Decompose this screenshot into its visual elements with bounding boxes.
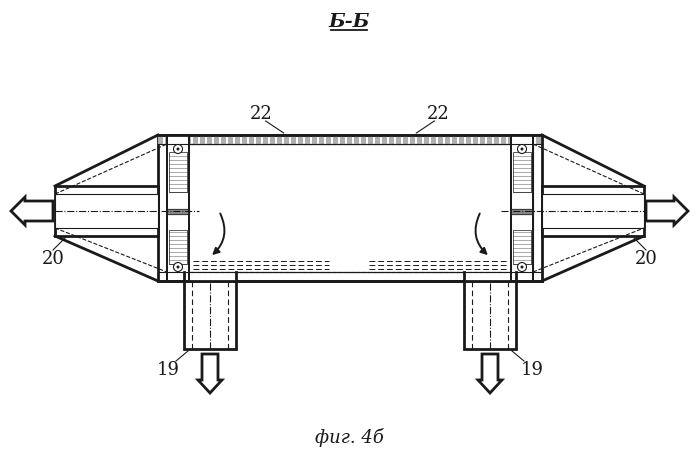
Text: 19: 19 bbox=[521, 360, 544, 378]
Circle shape bbox=[173, 145, 182, 154]
Circle shape bbox=[517, 145, 526, 154]
Text: 19: 19 bbox=[157, 360, 180, 378]
Circle shape bbox=[521, 266, 524, 269]
Circle shape bbox=[177, 148, 180, 151]
Text: 22: 22 bbox=[427, 105, 449, 123]
Text: 20: 20 bbox=[635, 250, 658, 268]
Text: Б-Б: Б-Б bbox=[329, 13, 370, 31]
FancyArrow shape bbox=[11, 198, 53, 225]
Text: 20: 20 bbox=[41, 250, 64, 268]
Bar bbox=[55, 187, 158, 237]
Bar bbox=[167, 136, 189, 282]
Bar bbox=[55, 194, 158, 229]
FancyArrow shape bbox=[478, 354, 502, 393]
Circle shape bbox=[173, 263, 182, 272]
Circle shape bbox=[517, 263, 526, 272]
Bar bbox=[464, 282, 516, 349]
FancyArrow shape bbox=[198, 354, 222, 393]
Bar bbox=[169, 153, 187, 193]
Bar bbox=[513, 153, 531, 193]
Text: фиг. 4б: фиг. 4б bbox=[315, 427, 384, 446]
Text: 22: 22 bbox=[250, 105, 273, 123]
Bar bbox=[542, 194, 644, 229]
Bar bbox=[167, 144, 533, 272]
Bar bbox=[542, 187, 644, 237]
Bar bbox=[511, 136, 533, 282]
FancyArrow shape bbox=[646, 198, 688, 225]
Bar bbox=[184, 282, 236, 349]
Bar bbox=[169, 231, 187, 264]
Bar bbox=[513, 231, 531, 264]
Circle shape bbox=[177, 266, 180, 269]
Circle shape bbox=[521, 148, 524, 151]
Bar bbox=[158, 136, 542, 282]
